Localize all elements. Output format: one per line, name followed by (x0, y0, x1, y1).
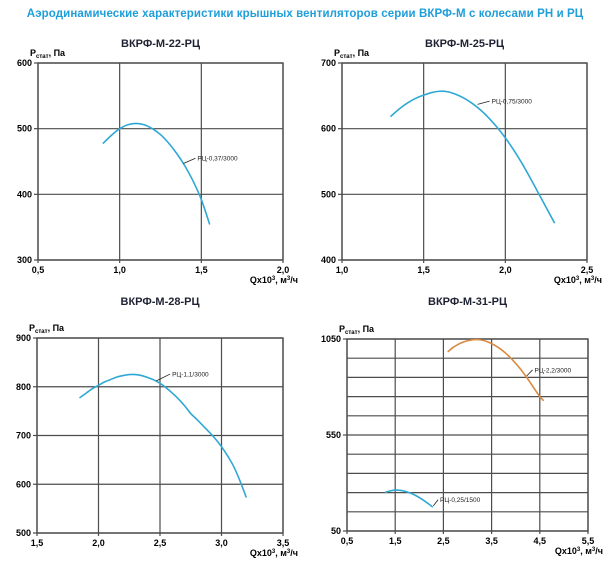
chart-canvas: 500 600 700 800 900 1,5 2,0 2,5 3,0 3,5 Рстат, Па Q… (16, 323, 298, 558)
x-tick-label: 1,5 (389, 536, 402, 546)
x-tick-label: 5,5 (582, 536, 595, 546)
curve-label: РЦ-2,2/3000 (535, 367, 572, 374)
chart-vkrf-m-28-rc: ВКРФ-М-28-РЦ 500 600 700 800 900 1,5 2,0 2,5 3,0… (0, 290, 305, 572)
y-tick-label: 700 (16, 431, 31, 441)
x-tick-label: 1,5 (31, 538, 44, 548)
x-axis-label: Qx103, м3/ч (555, 546, 603, 556)
y-tick-label: 900 (16, 333, 31, 343)
fan-curve (447, 338, 544, 402)
curve-label-leader (477, 100, 490, 105)
y-tick-label: 300 (17, 255, 32, 265)
y-axis-label: Рстат, Па (334, 48, 370, 60)
fan-curve (102, 122, 211, 225)
y-tick-label: 500 (321, 189, 336, 199)
chart-title: ВКРФ-М-31-РЦ (428, 296, 507, 308)
x-tick-label: 2,0 (92, 538, 105, 548)
y-axis-label: Рстат, Па (339, 324, 375, 336)
x-tick-label: 2,0 (499, 265, 512, 275)
y-tick-label: 500 (16, 528, 31, 538)
curve-label: РЦ-0,25/1500 (440, 497, 481, 504)
x-tick-label: 1,5 (417, 265, 430, 275)
fan-curve (390, 90, 556, 224)
chart-canvas: 300 400 500 600 0,5 1,0 1,5 2,0 Рстат, Па Qx103, … (17, 48, 298, 285)
chart-title: ВКРФ-М-28-РЦ (120, 296, 200, 308)
x-tick-label: 1,5 (195, 265, 208, 275)
curve-label-leader (526, 369, 533, 377)
y-tick-label: 800 (16, 382, 31, 392)
plot-frame (341, 62, 588, 261)
x-tick-label: 0,5 (32, 265, 45, 275)
x-axis-label: Qx103, м3/ч (250, 548, 298, 558)
y-axis-label: Рстат, Па (30, 48, 66, 60)
x-tick-label: 4,5 (534, 536, 547, 546)
chart-title: ВКРФ-М-25-РЦ (425, 38, 504, 50)
x-tick-label: 3,0 (215, 538, 228, 548)
curve-label-leader (156, 373, 171, 382)
x-tick-label: 0,5 (341, 536, 354, 546)
x-tick-label: 2,5 (154, 538, 167, 548)
y-tick-label: 600 (16, 479, 31, 489)
x-tick-label: 1,0 (336, 265, 349, 275)
y-tick-label: 1050 (321, 334, 341, 344)
chart-title: ВКРФ-М-22-РЦ (121, 38, 200, 50)
x-tick-label: 3,5 (277, 538, 290, 548)
chart-canvas: 1050 550 500,5 1,5 2,5 3,5 4,5 5,5 Рстат, Па Qx10… (321, 324, 603, 556)
y-tick-label: 400 (321, 255, 336, 265)
chart-vkrf-m-31-rc: ВКРФ-М-31-РЦ 1050 550 50 0,5 1,5 2,5 3,5 4,5 5,5… (305, 290, 610, 572)
chart-vkrf-m-22-rc: ВКРФ-М-22-РЦ 300 400 500 600 0,5 1,0 1,5 2,0 Рст… (0, 36, 305, 290)
x-tick-label: 3,5 (485, 536, 498, 546)
y-tick-label: 550 (326, 430, 341, 440)
curve-label: РЦ-0,37/3000 (197, 156, 238, 163)
y-axis-label: Рстат, Па (29, 323, 65, 335)
curve-label-leader (432, 499, 439, 507)
chart-canvas: 400 500 600 700 1,0 1,5 2,0 2,5 Рстат, Па Qx103, … (321, 48, 602, 285)
x-axis-label: Qx103, м3/ч (250, 275, 298, 285)
curve-label: РЦ-1,1/3000 (172, 372, 209, 379)
curve-label-leader (183, 157, 196, 164)
y-tick-label: 500 (17, 124, 32, 134)
x-axis-label: Qx103, м3/ч (554, 275, 602, 285)
y-tick-label: 700 (321, 58, 336, 68)
x-tick-label: 2,5 (437, 536, 450, 546)
x-tick-label: 2,5 (581, 265, 594, 275)
y-tick-label: 400 (17, 189, 32, 199)
page-title: Аэродинамические характеристики крышных … (26, 8, 584, 20)
x-tick-label: 2,0 (277, 265, 290, 275)
fan-curve (79, 373, 247, 498)
plot-frame (37, 62, 284, 261)
y-tick-label: 600 (321, 124, 336, 134)
x-tick-label: 1,0 (113, 265, 126, 275)
fan-curve (384, 489, 434, 508)
y-tick-label: 600 (17, 58, 32, 68)
curve-label: РЦ-0,75/3000 (492, 99, 533, 106)
y-tick-label: 50 (331, 526, 341, 536)
chart-vkrf-m-25-rc: ВКРФ-М-25-РЦ 400 500 600 700 1,0 1,5 2,0 2,5 Рст… (305, 36, 610, 290)
